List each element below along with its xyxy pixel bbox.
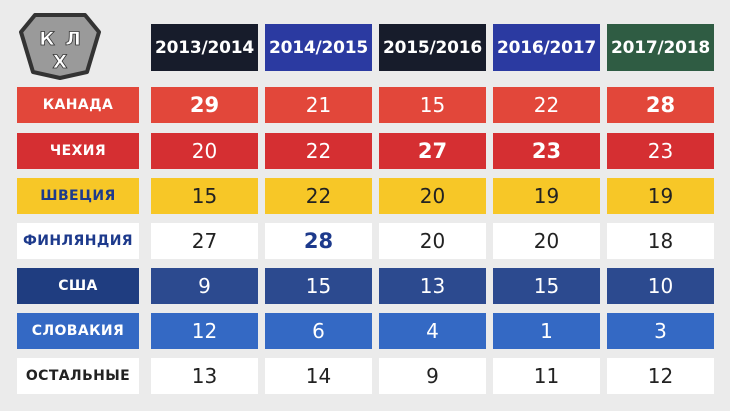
column-header-4: 2016/2017 (493, 24, 600, 71)
table-cell: 1 (493, 313, 600, 349)
table-row: ЧЕХИЯ 20 22 27 23 23 (17, 133, 714, 169)
table-cell: 6 (265, 313, 372, 349)
table-cell: 28 (265, 223, 372, 259)
table-cell: 28 (607, 87, 714, 123)
table-cell: 14 (265, 358, 372, 394)
khl-logo-letter-bottom: Х (53, 51, 68, 73)
table-cell: 12 (607, 358, 714, 394)
table-cell: 23 (493, 133, 600, 169)
table-row: США 9 15 13 15 10 (17, 268, 714, 304)
table-cell: 13 (379, 268, 486, 304)
row-label: КАНАДА (17, 87, 139, 123)
table-cell: 4 (379, 313, 486, 349)
khl-logo-letter-left: К (39, 28, 55, 50)
table-row: ШВЕЦИЯ 15 22 20 19 19 (17, 178, 714, 214)
row-label: СЛОВАКИЯ (17, 313, 139, 349)
table-cell: 12 (151, 313, 258, 349)
table-cell: 27 (379, 133, 486, 169)
table-row: СЛОВАКИЯ 12 6 4 1 3 (17, 313, 714, 349)
khl-logo-shield (19, 13, 101, 80)
table-cell: 19 (493, 178, 600, 214)
table-cell: 10 (607, 268, 714, 304)
table-cell: 20 (151, 133, 258, 169)
table-cell: 21 (265, 87, 372, 123)
column-header-3: 2015/2016 (379, 24, 486, 71)
table-cell: 23 (607, 133, 714, 169)
row-label: ОСТАЛЬНЫЕ (17, 358, 139, 394)
row-label: ШВЕЦИЯ (17, 178, 139, 214)
table-cell: 20 (493, 223, 600, 259)
table-cell: 11 (493, 358, 600, 394)
table-cell: 18 (607, 223, 714, 259)
row-label: ФИНЛЯНДИЯ (17, 223, 139, 259)
table-cell: 22 (265, 178, 372, 214)
table-cell: 3 (607, 313, 714, 349)
table-cell: 22 (265, 133, 372, 169)
table-cell: 20 (379, 223, 486, 259)
column-header-5: 2017/2018 (607, 24, 714, 71)
table-cell: 15 (151, 178, 258, 214)
table-cell: 15 (265, 268, 372, 304)
row-label: ЧЕХИЯ (17, 133, 139, 169)
table-cell: 29 (151, 87, 258, 123)
table-row: ФИНЛЯНДИЯ 27 28 20 20 18 (17, 223, 714, 259)
table-cell: 22 (493, 87, 600, 123)
table-cell: 15 (493, 268, 600, 304)
khl-logo-icon: К Л Х (19, 13, 101, 80)
row-label: США (17, 268, 139, 304)
table-cell: 19 (607, 178, 714, 214)
column-header-2: 2014/2015 (265, 24, 372, 71)
khl-logo-letter-right: Л (65, 28, 81, 50)
table-cell: 27 (151, 223, 258, 259)
table-cell: 9 (151, 268, 258, 304)
table-row: КАНАДА 29 21 15 22 28 (17, 87, 714, 123)
table-cell: 20 (379, 178, 486, 214)
table-cell: 13 (151, 358, 258, 394)
column-header-1: 2013/2014 (151, 24, 258, 71)
table-row: ОСТАЛЬНЫЕ 13 14 9 11 12 (17, 358, 714, 394)
table-cell: 15 (379, 87, 486, 123)
table-cell: 9 (379, 358, 486, 394)
